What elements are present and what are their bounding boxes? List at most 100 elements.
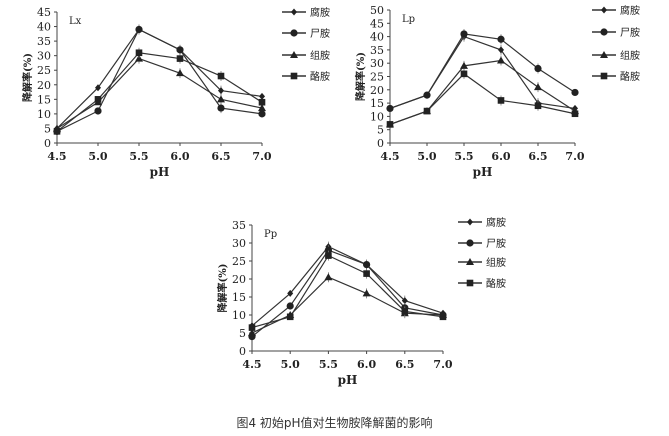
y-tick-label: 40 xyxy=(37,21,51,34)
data-point xyxy=(286,313,294,321)
data-point xyxy=(423,91,431,99)
series-酪胺 xyxy=(53,47,266,135)
data-point xyxy=(386,121,394,128)
data-point xyxy=(286,302,294,310)
series-腐胺 xyxy=(387,31,578,112)
y-tick-label: 20 xyxy=(370,84,384,97)
y-tick-label: 15 xyxy=(37,93,51,106)
panel-label: Lp xyxy=(402,14,415,25)
x-tick-label: 5.0 xyxy=(417,150,436,163)
x-tick-label: 6.0 xyxy=(491,150,510,163)
legend-item: 组胺 xyxy=(282,49,330,62)
series-尸胺 xyxy=(248,245,447,341)
x-tick-label: 7.0 xyxy=(565,150,584,163)
legend-item: 组胺 xyxy=(458,256,506,269)
legend-marker xyxy=(466,239,474,247)
series-组胺 xyxy=(386,55,579,128)
legend-marker xyxy=(600,72,608,80)
data-point xyxy=(460,61,468,69)
legend-item: 酪胺 xyxy=(592,70,640,83)
data-point xyxy=(534,83,542,91)
y-tick-label: 35 xyxy=(370,44,384,57)
legend-label: 尸胺 xyxy=(486,237,506,250)
x-axis-title: pH xyxy=(473,165,493,179)
legend-item: 腐胺 xyxy=(458,216,506,229)
x-tick-label: 6.5 xyxy=(395,358,414,371)
series-尸胺 xyxy=(386,28,579,113)
y-axis-title: 降解率(%) xyxy=(216,264,229,313)
data-point xyxy=(95,84,101,92)
x-tick-label: 5.0 xyxy=(281,358,300,371)
legend-label: 腐胺 xyxy=(486,216,506,229)
legend-item: 腐胺 xyxy=(282,6,330,19)
data-point xyxy=(534,64,542,73)
data-point xyxy=(325,252,332,259)
y-tick-label: 30 xyxy=(232,237,246,250)
series-line xyxy=(56,57,263,129)
data-point xyxy=(571,88,579,97)
data-point xyxy=(423,107,431,115)
y-tick-label: 45 xyxy=(37,6,51,19)
panel-label: Lx xyxy=(69,16,82,27)
y-tick-label: 10 xyxy=(370,110,384,123)
data-point xyxy=(217,95,225,103)
data-point xyxy=(217,104,225,112)
y-tick-label: 35 xyxy=(37,35,51,48)
legend-marker xyxy=(601,6,607,14)
data-point xyxy=(401,297,408,305)
y-tick-label: 5 xyxy=(239,327,246,340)
y-tick-label: 15 xyxy=(232,291,246,304)
legend-marker xyxy=(600,51,608,58)
series-line xyxy=(251,245,444,327)
data-point xyxy=(258,98,266,106)
legend-label: 酪胺 xyxy=(310,70,330,83)
legend-marker xyxy=(291,8,297,16)
x-tick-label: 4.5 xyxy=(47,150,66,163)
legend-item: 酪胺 xyxy=(458,277,506,290)
data-point xyxy=(248,329,256,336)
legend-item: 尸胺 xyxy=(458,237,506,250)
series-酪胺 xyxy=(248,250,447,331)
data-point xyxy=(362,289,371,297)
legend-label: 腐胺 xyxy=(620,4,640,17)
y-tick-label: 0 xyxy=(377,137,384,150)
y-tick-label: 10 xyxy=(37,108,51,121)
legend-label: 尸胺 xyxy=(310,27,330,40)
data-point xyxy=(135,25,143,34)
data-point xyxy=(258,110,266,118)
legend-label: 尸胺 xyxy=(620,26,640,39)
data-point xyxy=(498,46,504,54)
y-axis-title: 降解率(%) xyxy=(354,52,367,101)
legend-label: 组胺 xyxy=(310,49,330,62)
x-tick-label: 6.0 xyxy=(357,358,376,371)
series-酪胺 xyxy=(386,68,579,128)
data-point xyxy=(259,92,265,100)
data-point xyxy=(324,246,332,254)
y-axis-title: 降解率(%) xyxy=(21,53,34,102)
data-point xyxy=(401,308,409,315)
legend-marker xyxy=(290,51,298,58)
series-line xyxy=(251,249,444,338)
legend-label: 腐胺 xyxy=(310,6,330,19)
data-point xyxy=(135,54,143,62)
y-tick-label: 5 xyxy=(44,122,51,135)
y-tick-label: 45 xyxy=(370,17,384,30)
x-tick-label: 7.0 xyxy=(252,150,271,163)
legend-item: 尸胺 xyxy=(592,26,640,39)
y-tick-label: 10 xyxy=(232,309,246,322)
data-point xyxy=(363,270,370,277)
y-tick-label: 25 xyxy=(370,71,384,84)
series-line xyxy=(389,73,576,125)
data-point xyxy=(53,128,61,135)
series-line xyxy=(251,276,444,334)
data-point xyxy=(460,30,468,38)
x-tick-label: 5.5 xyxy=(454,150,473,163)
chart-Pp: 0 5 10 15 20 25 30 35 4.5 5.0 5.5 6.0 6.5 7.0 pH 降解率(%)… xyxy=(216,216,506,387)
data-point xyxy=(176,69,184,77)
data-point xyxy=(386,104,394,113)
series-腐胺 xyxy=(54,24,265,132)
legend-marker xyxy=(466,279,474,287)
